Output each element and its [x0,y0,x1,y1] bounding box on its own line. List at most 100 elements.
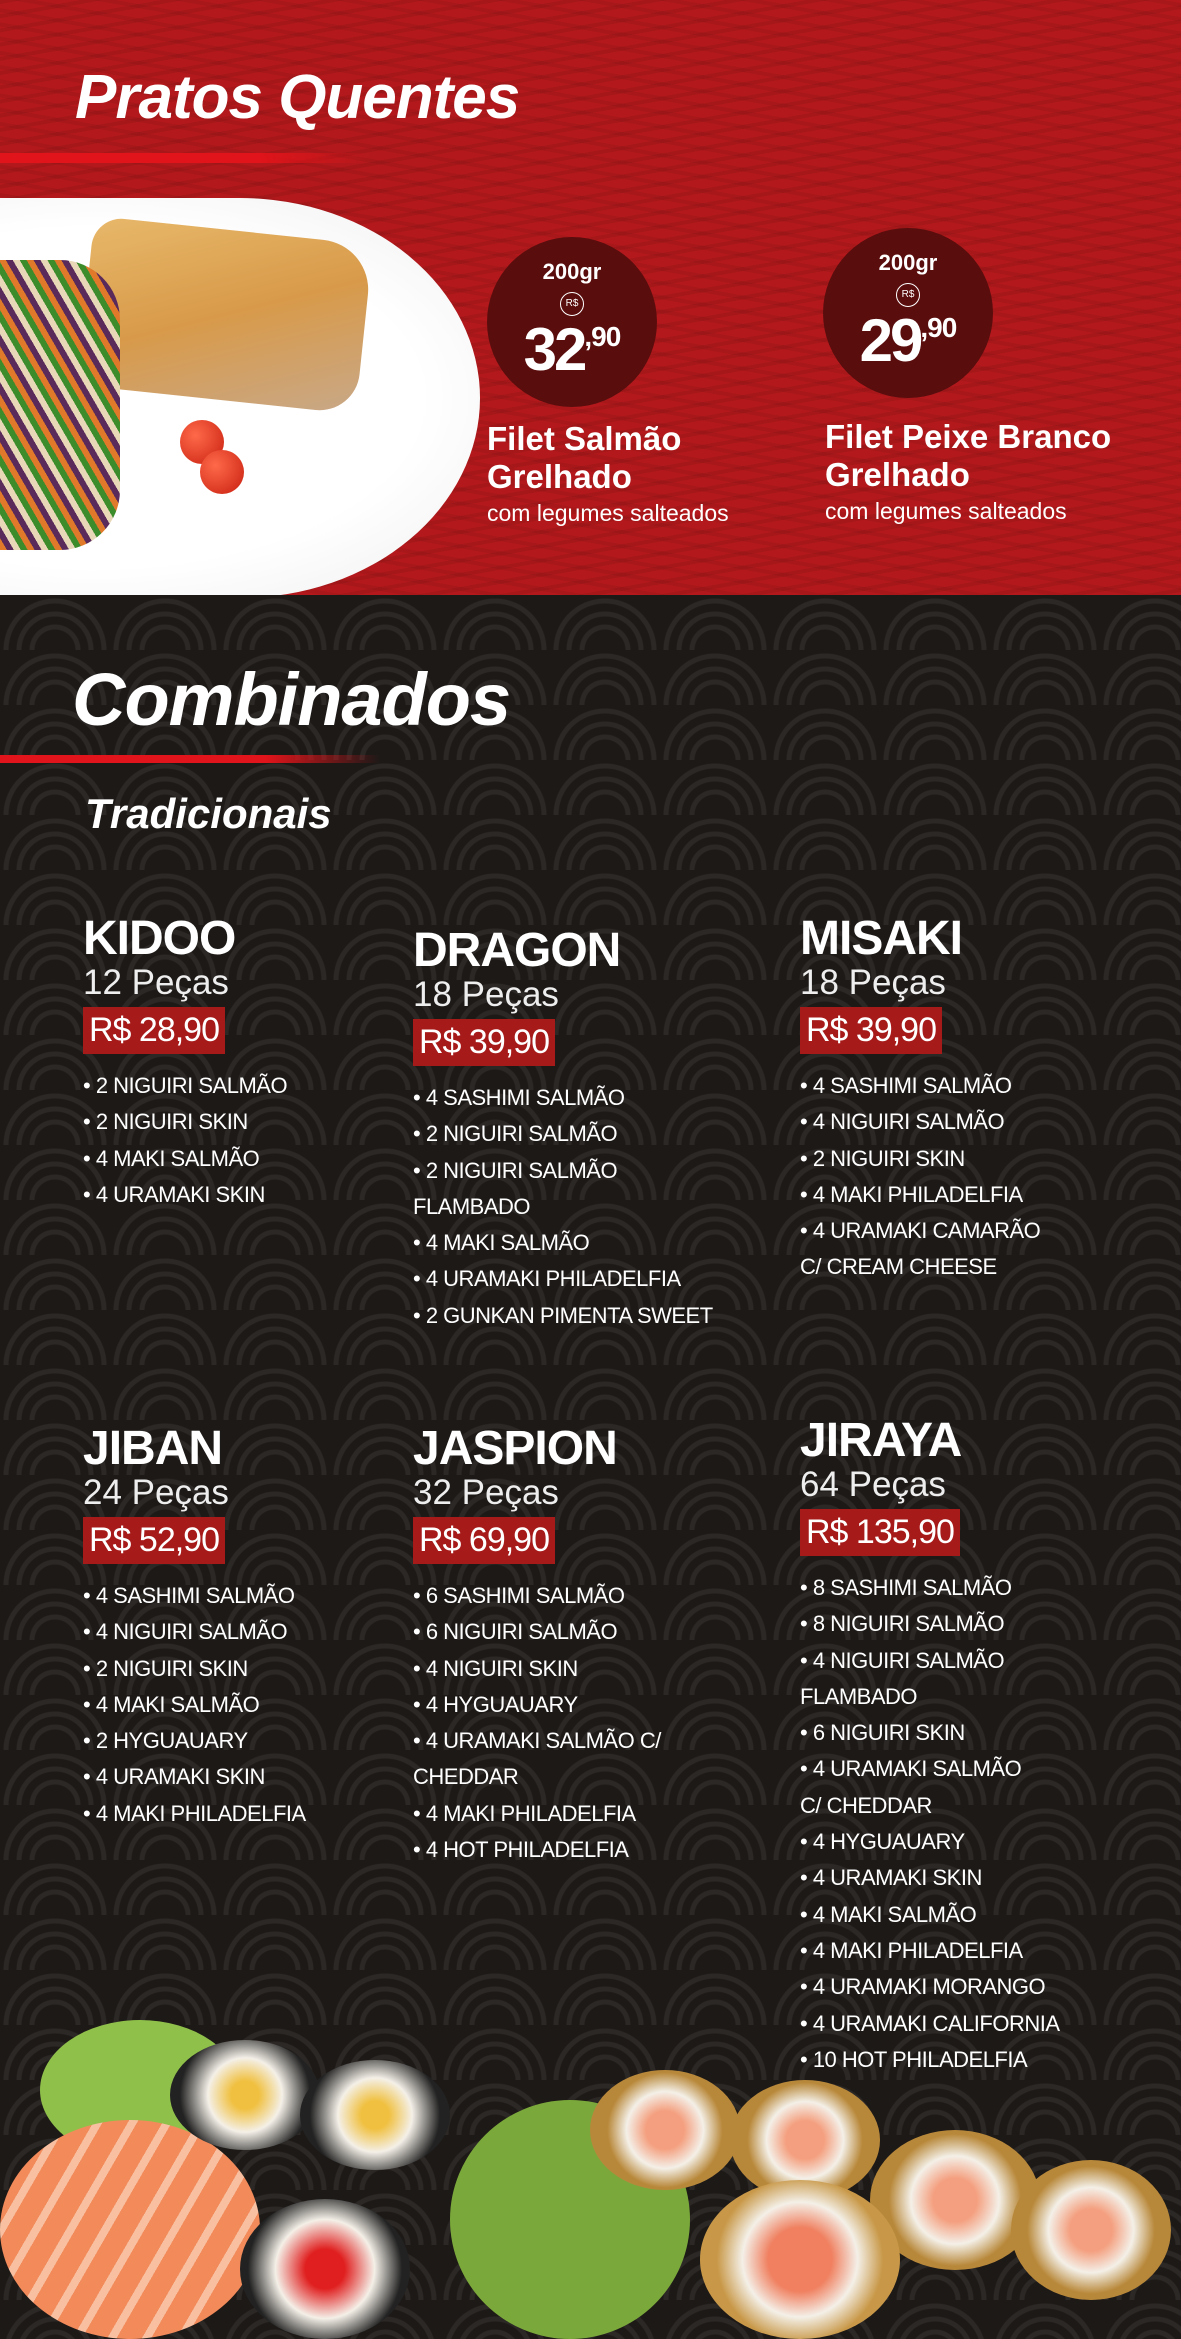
list-item: • 2 HYGUAUARY [83,1728,248,1754]
dish-desc: com legumes salteados [825,498,1067,524]
combo-pieces: 18 Peças [800,963,946,1002]
price: 29,90 [823,306,993,375]
list-item: • 8 SASHIMI SALMÃO [800,1575,1012,1600]
list-item: • 2 NIGUIRI SALMÃO [413,1157,618,1183]
combo-pieces: 64 Peças [800,1465,946,1504]
list-item: FLAMBADO [413,1193,531,1219]
combo-list: • 2 NIGUIRI SALMÃO • 2 NIGUIRI SKIN • 4 MA… [83,1068,443,1213]
combo-pieces: 32 Peças [413,1473,559,1512]
list-item: • 4 SASHIMI SALMÃO [800,1073,1012,1098]
hot-dishes-section: Pratos Quentes 200gr R$ 32,90 Filet Salm… [0,0,1181,598]
dish-name: Filet Peixe Branco Grelhado [825,418,1112,493]
list-item: • 2 NIGUIRI SALMÃO [83,1073,288,1098]
price-integer: 32 [523,316,588,383]
list-item: • 4 NIGUIRI SALMÃO [800,1109,1005,1135]
currency-icon: R$ [560,292,584,316]
list-item: C/ CHEDDAR [800,1792,932,1818]
list-item: • 4 HOT PHILADELFIA [413,1837,629,1863]
combo-price: R$ 69,90 [413,1517,555,1564]
roll-image [240,2199,410,2339]
list-item: • 4 HYGUAUARY [800,1829,965,1855]
combo-pieces: 12 Peças [83,963,229,1002]
dish-desc: com legumes salteados [487,500,729,526]
combo-name: DRAGON [413,924,621,977]
combo-pieces: 24 Peças [83,1473,229,1512]
list-item: • 2 GUNKAN PIMENTA SWEET [413,1302,713,1328]
price-integer: 29 [859,307,924,374]
section-title-combos: Combinados [72,658,511,741]
weight: 200gr [878,250,938,275]
fish-image [76,215,374,415]
combo-name: JIRAYA [800,1414,962,1467]
combo-jaspion: JASPION 32 Peças R$ 69,90 • 6 SASHIMI SA… [413,1425,773,1868]
combo-jiraya: JIRAYA 64 Peças R$ 135,90 • 8 SASHIMI SA… [800,1417,1160,2078]
list-item: • 4 MAKI SALMÃO [413,1230,590,1256]
roll-image [300,2060,450,2170]
combo-price: R$ 28,90 [83,1007,225,1054]
combo-dragon: DRAGON 18 Peças R$ 39,90 • 4 SASHIMI SAL… [413,927,773,1334]
list-item: C/ CREAM CHEESE [800,1254,997,1280]
divider [0,153,370,163]
combo-name: MISAKI [800,912,963,965]
list-item: FLAMBADO [800,1683,918,1709]
list-item: • 4 MAKI PHILADELFIA [83,1800,306,1826]
list-item: • 2 NIGUIRI SKIN [800,1145,965,1171]
list-item: • 8 NIGUIRI SALMÃO [800,1611,1005,1637]
combo-list: • 4 SASHIMI SALMÃO • 4 NIGUIRI SALMÃO • 2 … [83,1578,443,1832]
list-item: • 4 MAKI PHILADELFIA [800,1181,1023,1207]
list-item: • 4 URAMAKI SALMÃO C/ [413,1728,661,1754]
list-item: • 4 MAKI SALMÃO [83,1145,260,1171]
price: 32,90 [487,315,657,384]
combo-price: R$ 135,90 [800,1509,960,1556]
list-item: • 6 SASHIMI SALMÃO [413,1583,625,1608]
dish-item: Filet Salmão Grelhado com legumes saltea… [487,420,807,527]
combo-price: R$ 52,90 [83,1517,225,1564]
list-item: • 4 URAMAKI CALIFORNIA [800,2010,1060,2036]
combo-list: • 8 SASHIMI SALMÃO • 8 NIGUIRI SALMÃO • 4 … [800,1570,1160,2078]
list-item: • 4 SASHIMI SALMÃO [83,1583,295,1608]
list-item: • 4 MAKI SALMÃO [800,1901,977,1927]
list-item: • 4 URAMAKI SKIN [83,1181,265,1207]
price-cents: ,90 [920,312,957,343]
combo-jiban: JIBAN 24 Peças R$ 52,90 • 4 SASHIMI SALM… [83,1425,443,1832]
list-item: • 4 URAMAKI PHILADELFIA [413,1266,681,1292]
roll-image [170,2040,320,2150]
list-item: • 4 HYGUAUARY [413,1691,578,1717]
sashimi-image [0,2120,260,2339]
combo-list: • 4 SASHIMI SALMÃO • 2 NIGUIRI SALMÃO • 2 … [413,1080,773,1334]
list-item: • 4 URAMAKI SKIN [83,1764,265,1790]
combo-kidoo: KIDOO 12 Peças R$ 28,90 • 2 NIGUIRI SALM… [83,915,443,1213]
combo-name: JIBAN [83,1422,223,1475]
list-item: • 4 MAKI PHILADELFIA [413,1800,636,1826]
section-title-hot: Pratos Quentes [75,63,520,132]
list-item: • 4 SASHIMI SALMÃO [413,1085,625,1110]
price-cents: ,90 [584,321,621,352]
list-item: • 4 URAMAKI SALMÃO [800,1756,1022,1782]
list-item: • 2 NIGUIRI SALMÃO [413,1121,618,1147]
combo-misaki: MISAKI 18 Peças R$ 39,90 • 4 SASHIMI SAL… [800,915,1160,1286]
list-item: • 4 URAMAKI MORANGO [800,1974,1046,2000]
combo-price: R$ 39,90 [800,1007,942,1054]
combo-name: KIDOO [83,912,236,965]
list-item: • 4 NIGUIRI SALMÃO [800,1647,1005,1673]
list-item: • 10 HOT PHILADELFIA [800,2046,1028,2072]
list-item: • 4 NIGUIRI SKIN [413,1655,578,1681]
dish-item: Filet Peixe Branco Grelhado com legumes … [825,418,1145,525]
price-badge: 200gr R$ 29,90 [823,228,993,398]
combo-list: • 6 SASHIMI SALMÃO • 6 NIGUIRI SALMÃO • 4 … [413,1578,773,1868]
tomato-image [200,450,244,494]
list-item: • 4 MAKI PHILADELFIA [800,1937,1023,1963]
list-item: • 6 NIGUIRI SKIN [800,1720,965,1746]
divider [0,755,380,763]
currency-icon: R$ [896,283,920,307]
combo-pieces: 18 Peças [413,975,559,1014]
subtitle: Tradicionais [85,790,332,837]
combo-list: • 4 SASHIMI SALMÃO • 4 NIGUIRI SALMÃO • 2 … [800,1068,1160,1286]
combo-name: JASPION [413,1422,618,1475]
weight: 200gr [542,259,602,284]
list-item: • 6 NIGUIRI SALMÃO [413,1619,618,1645]
list-item: • 4 NIGUIRI SALMÃO [83,1619,288,1645]
list-item: • 2 NIGUIRI SKIN [83,1655,248,1681]
hot-roll-image [590,2070,740,2190]
dish-name: Filet Salmão Grelhado [487,420,682,495]
